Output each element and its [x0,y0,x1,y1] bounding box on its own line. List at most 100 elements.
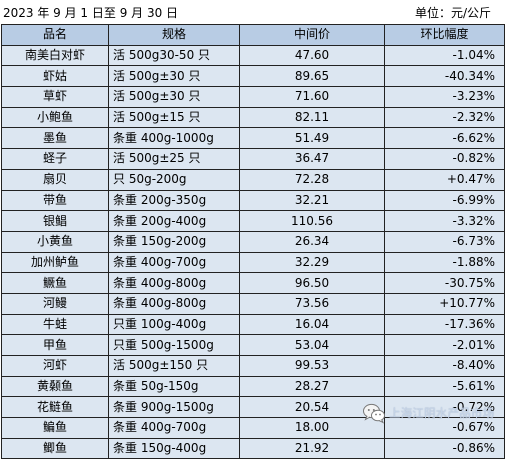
table-row: 牛蛙 只重 100g-400g 16.04 -17.36% [1,313,505,336]
cell-name: 黄颡鱼 [1,375,109,398]
cell-price: 71.60 [239,86,385,108]
cell-name: 墨鱼 [1,127,109,150]
cell-change: -1.88% [384,251,505,274]
table-row: 带鱼 条重 200g-350g 32.21 -6.99% [1,189,505,212]
cell-price: 47.60 [239,44,385,67]
cell-spec: 条重 400g-800g [108,292,240,315]
table-row: 花鲢鱼 条重 900g-1500g 20.54 -0.72% [1,396,505,419]
cell-change: -17.36% [384,313,505,336]
cell-change: -2.01% [384,334,505,356]
cell-name: 银鲳 [1,210,109,232]
cell-name: 加州鲈鱼 [1,251,109,274]
cell-name: 甲鱼 [1,334,109,356]
cell-price: 53.04 [239,334,385,356]
cell-price: 89.65 [239,65,385,88]
cell-change: -40.34% [384,65,505,88]
cell-change: -30.75% [384,272,505,294]
table-row: 甲鱼 只重 500g-1500g 53.04 -2.01% [1,334,505,356]
cell-spec: 条重 200g-400g [108,210,240,232]
date-range-label: 2023 年 9 月 1 日至 9 月 30 日 [3,6,179,20]
table-row: 河鳗 条重 400g-800g 73.56 +10.77% [1,292,505,315]
unit-label: 单位：元/公斤 [414,6,491,20]
cell-change: -3.23% [384,86,505,108]
cell-name: 虾姑 [1,65,109,88]
cell-spec: 活 500g±150 只 [108,355,240,377]
cell-spec: 条重 150g-400g [108,437,240,459]
cell-spec: 条重 400g-700g [108,417,240,439]
cell-name: 带鱼 [1,189,109,212]
cell-price: 99.53 [239,355,385,377]
table-row: 加州鲈鱼 条重 400g-700g 32.29 -1.88% [1,251,505,274]
cell-price: 20.54 [239,396,385,419]
cell-name: 鲫鱼 [1,437,109,459]
cell-spec: 条重 400g-800g [108,272,240,294]
cell-spec: 条重 200g-350g [108,189,240,212]
column-header-name: 品名 [1,24,109,46]
cell-spec: 条重 400g-700g [108,251,240,274]
cell-price: 18.00 [239,417,385,439]
cell-price: 36.47 [239,148,385,170]
cell-spec: 活 500g±15 只 [108,106,240,129]
cell-price: 110.56 [239,210,385,232]
cell-price: 21.92 [239,437,385,459]
cell-change: -6.99% [384,189,505,212]
cell-name: 牛蛙 [1,313,109,336]
cell-change: -2.32% [384,106,505,129]
cell-name: 花鲢鱼 [1,396,109,419]
table-row: 南美白对虾活 500g30-50 只 47.60 -1.04% [1,44,505,67]
report-header: 2023 年 9 月 1 日至 9 月 30 日 单位：元/公斤 [0,0,513,24]
cell-spec: 只重 500g-1500g [108,334,240,356]
table-row: 草虾活 500g±30 只 71.60 -3.23% [1,86,505,108]
column-header-change: 环比幅度 [384,24,505,46]
cell-change: +10.77% [384,292,505,315]
table-row: 小黄鱼 条重 150g-200g 26.34 -6.73% [1,230,505,253]
cell-price: 32.29 [239,251,385,274]
cell-price: 16.04 [239,313,385,336]
cell-name: 蛏子 [1,148,109,170]
cell-change: +0.47% [384,168,505,191]
cell-spec: 活 500g±30 只 [108,86,240,108]
cell-name: 河虾 [1,355,109,377]
cell-change: -0.67% [384,417,505,439]
cell-spec: 条重 150g-200g [108,230,240,253]
cell-price: 82.11 [239,106,385,129]
table-row: 黄颡鱼 条重 50g-150g 28.27 -5.61% [1,375,505,398]
cell-change: -0.72% [384,396,505,419]
cell-price: 72.28 [239,168,385,191]
cell-spec: 活 500g30-50 只 [108,44,240,67]
table-header: 品名 规格 中间价 环比幅度 [1,24,505,46]
cell-spec: 条重 400g-1000g [108,127,240,150]
cell-price: 96.50 [239,272,385,294]
table-row: 河虾活 500g±150 只 99.53 -8.40% [1,355,505,377]
cell-change: -1.04% [384,44,505,67]
cell-spec: 活 500g±25 只 [108,148,240,170]
price-table: 品名 规格 中间价 环比幅度 南美白对虾活 500g30-50 只 47.60 -1… [1,24,505,459]
cell-change: -6.62% [384,127,505,150]
cell-price: 73.56 [239,292,385,315]
cell-name: 鳊鱼 [1,417,109,439]
cell-name: 草虾 [1,86,109,108]
table-row: 虾姑活 500g±30 只 89.65 -40.34% [1,65,505,88]
cell-change: -0.82% [384,148,505,170]
table-row: 银鲳 条重 200g-400g 110.56 -3.32% [1,210,505,232]
cell-spec: 条重 900g-1500g [108,396,240,419]
table-body: 南美白对虾活 500g30-50 只 47.60 -1.04% 虾姑活 500g±30… [1,44,505,459]
table-row: 小鲍鱼活 500g±15 只 82.11 -2.32% [1,106,505,129]
cell-name: 南美白对虾 [1,44,109,67]
column-header-spec: 规格 [108,24,240,46]
cell-spec: 只重 100g-400g [108,313,240,336]
table-row: 鳜鱼 条重 400g-800g 96.50 -30.75% [1,272,505,294]
cell-price: 26.34 [239,230,385,253]
cell-name: 扇贝 [1,168,109,191]
cell-change: -5.61% [384,375,505,398]
table-row: 扇贝只 50g-200g 72.28 +0.47% [1,168,505,191]
cell-price: 32.21 [239,189,385,212]
cell-name: 鳜鱼 [1,272,109,294]
table-row: 蛏子活 500g±25 只 36.47 -0.82% [1,148,505,170]
cell-change: -8.40% [384,355,505,377]
column-header-price: 中间价 [239,24,385,46]
header-row: 品名 规格 中间价 环比幅度 [1,24,505,46]
cell-change: -3.32% [384,210,505,232]
table-row: 鲫鱼 条重 150g-400g 21.92 -0.86% [1,437,505,459]
cell-price: 51.49 [239,127,385,150]
